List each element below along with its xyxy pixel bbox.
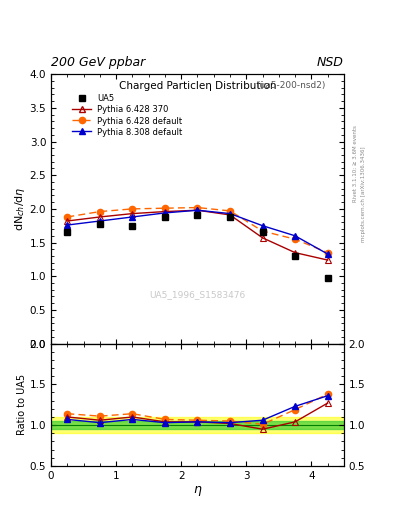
Pythia 6.428 370 [325,257,330,263]
Bar [51,417,344,433]
Pythia 8.308 default [195,207,200,214]
Pythia 6.428 370 [130,210,135,217]
Text: (ua5-200-nsd2): (ua5-200-nsd2) [257,81,326,90]
Pythia 6.428 default [65,214,70,220]
Pythia 6.428 default [97,208,102,215]
Text: mcplots.cern.ch [arXiv:1306.3436]: mcplots.cern.ch [arXiv:1306.3436] [361,147,366,242]
Pythia 6.428 default [163,205,167,211]
UA5 [195,212,200,218]
UA5 [130,223,135,229]
Line: UA5: UA5 [64,212,331,281]
Text: Rivet 3.1.10; ≥ 3.6M events: Rivet 3.1.10; ≥ 3.6M events [353,125,358,202]
Pythia 6.428 default [130,206,135,212]
Text: UA5_1996_S1583476: UA5_1996_S1583476 [149,290,246,300]
Pythia 8.308 default [97,218,102,224]
X-axis label: $\eta$: $\eta$ [193,483,202,498]
Y-axis label: dN$_{ch}$/d$\eta$: dN$_{ch}$/d$\eta$ [13,187,27,231]
UA5 [325,274,330,281]
Text: Charged Particleη Distribution: Charged Particleη Distribution [119,81,276,91]
Bar [51,421,344,429]
Pythia 8.308 default [260,223,265,229]
Line: Pythia 6.428 370: Pythia 6.428 370 [64,207,331,263]
Line: Pythia 8.308 default: Pythia 8.308 default [64,207,331,257]
UA5 [260,229,265,236]
Text: NSD: NSD [317,56,344,69]
Pythia 6.428 370 [97,214,102,220]
UA5 [97,221,102,227]
Pythia 6.428 370 [293,249,298,255]
Pythia 6.428 370 [65,218,70,224]
UA5 [163,214,167,220]
Y-axis label: Ratio to UA5: Ratio to UA5 [17,374,27,435]
Pythia 6.428 default [195,204,200,210]
UA5 [65,229,70,236]
Pythia 6.428 370 [163,208,167,215]
Pythia 8.308 default [163,210,167,216]
UA5 [293,253,298,259]
Pythia 8.308 default [65,222,70,228]
Pythia 6.428 370 [260,235,265,241]
Legend: UA5, Pythia 6.428 370, Pythia 6.428 default, Pythia 8.308 default: UA5, Pythia 6.428 370, Pythia 6.428 defa… [70,92,185,139]
Pythia 8.308 default [325,251,330,257]
UA5 [228,214,232,220]
Text: 200 GeV ppbar: 200 GeV ppbar [51,56,145,69]
Pythia 6.428 370 [195,207,200,214]
Line: Pythia 6.428 default: Pythia 6.428 default [64,204,331,256]
Pythia 6.428 default [325,249,330,255]
Pythia 6.428 default [293,236,298,242]
Pythia 6.428 default [228,208,232,214]
Pythia 8.308 default [293,233,298,239]
Pythia 6.428 default [260,228,265,234]
Pythia 8.308 default [130,214,135,220]
Pythia 6.428 370 [228,212,232,218]
Pythia 8.308 default [228,210,232,217]
